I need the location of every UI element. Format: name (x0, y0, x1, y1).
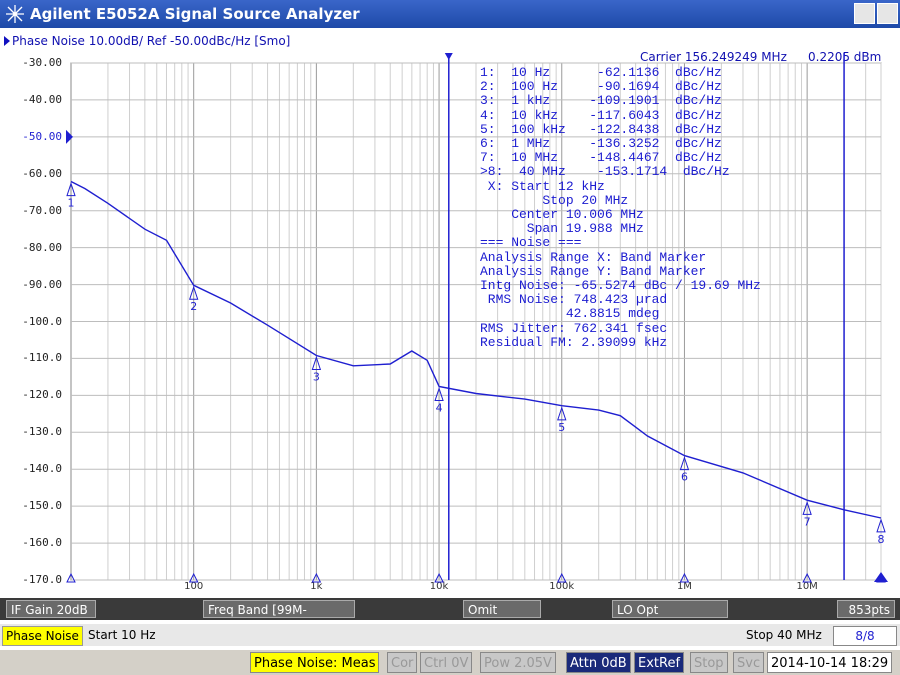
date-time: 2014-10-14 18:29 (767, 652, 893, 673)
marker-table-line: 42.8815 mdeg (480, 306, 660, 322)
marker-label: 1 (68, 197, 75, 210)
y-tick-label: -110.0 (22, 351, 62, 365)
x-tick-label: 1M (677, 581, 692, 592)
y-tick-label: -130.0 (22, 425, 62, 439)
y-tick-label: -40.00 (22, 92, 62, 106)
y-tick-label: -160.0 (22, 536, 62, 550)
y-tick-label: -150.0 (22, 499, 62, 513)
marker-triangle (66, 182, 76, 197)
if-gain-indicator[interactable]: IF Gain 20dB (6, 600, 96, 618)
marker-table-line: Center 10.006 MHz (480, 207, 644, 223)
y-tick-label: -120.0 (22, 388, 62, 402)
marker-table-line: RMS Noise: 748.423 µrad (480, 292, 668, 308)
stop-indicator[interactable]: Stop (690, 652, 728, 673)
x-tick-label: 10k (430, 581, 449, 592)
y-tick-label: -90.00 (22, 277, 62, 291)
sweep-status-row: Phase Noise Start 10 Hz Stop 40 MHz 8/8 (0, 624, 900, 646)
marker-axis-triangle (188, 572, 199, 583)
maximize-button[interactable] (877, 3, 898, 24)
window-title: Agilent E5052A Signal Source Analyzer (30, 5, 360, 23)
marker-axis-triangle (311, 572, 322, 583)
marker-triangle (311, 355, 322, 370)
cor-indicator[interactable]: Cor (387, 652, 418, 673)
trace-settings-label[interactable]: Phase Noise 10.00dB/ Ref -50.00dBc/Hz [S… (3, 34, 291, 48)
marker-triangle (876, 518, 886, 533)
marker-label: 2 (190, 300, 197, 313)
marker-table-line: 1: 10 Hz -62.1136 dBc/Hz (480, 65, 722, 80)
reference-level-arrow (66, 129, 73, 144)
marker-table-line: 6: 1 MHz -136.3252 dBc/Hz (480, 136, 722, 152)
marker-table-line: Span 19.988 MHz (480, 221, 644, 237)
marker-axis-triangle (802, 572, 812, 583)
marker-axis-triangle (556, 572, 567, 583)
marker-label: 3 (313, 370, 320, 383)
attenuation-indicator[interactable]: Attn 0dB (566, 652, 631, 673)
marker-table-line: >8: 40 MHz -153.1714 dBc/Hz (480, 164, 730, 180)
freq-band-indicator[interactable]: Freq Band [99M-1.5GHz] (203, 600, 355, 635)
measurement-mode[interactable]: Phase Noise: Meas (250, 652, 380, 673)
marker-triangle (557, 406, 567, 421)
extref-indicator[interactable]: ExtRef (634, 652, 685, 673)
marker-page-indicator[interactable]: 8/8 (833, 626, 897, 646)
marker-table-line: RMS Jitter: 762.341 fsec (480, 320, 668, 336)
marker-axis-triangle (434, 572, 444, 583)
ctrl-voltage-indicator[interactable]: Ctrl 0V (420, 652, 473, 673)
measurement-label[interactable]: Phase Noise (2, 626, 83, 646)
marker-triangle (188, 285, 199, 300)
x-tick-label: 10M (796, 581, 817, 592)
marker-axis-triangle (66, 572, 76, 583)
marker-table-line: Analysis Range X: Band Marker (480, 249, 707, 265)
marker-table-line: 5: 100 kHz -122.8438 dBc/Hz (480, 121, 722, 137)
marker-table-line: === Noise === (480, 235, 582, 251)
y-tick-label: -50.00 (22, 129, 62, 143)
y-tick-label: -80.00 (22, 240, 62, 254)
y-tick-label: -70.00 (22, 203, 62, 217)
marker-triangle (679, 456, 690, 471)
stop-frequency: Stop 40 MHz (746, 628, 822, 642)
window-titlebar: Agilent E5052A Signal Source Analyzer (0, 0, 900, 28)
marker-table-line: Intg Noise: -65.5274 dBc / 19.69 MHz (480, 278, 761, 294)
marker-table-line: Analysis Range Y: Band Marker (480, 263, 707, 279)
points-indicator[interactable]: 853pts (837, 600, 895, 618)
start-frequency: Start 10 Hz (88, 628, 156, 642)
omit-indicator[interactable]: Omit (463, 600, 541, 618)
minimize-button[interactable] (854, 3, 875, 24)
marker-table-line: 7: 10 MHz -148.4467 dBc/Hz (480, 150, 722, 166)
marker-label: 7 (804, 515, 811, 528)
lo-opt-indicator[interactable]: LO Opt [<150kHz] (612, 600, 728, 635)
y-tick-label: -60.00 (22, 166, 62, 180)
agilent-logo-icon (6, 5, 24, 23)
x-tick-label: 100k (549, 581, 574, 592)
x-tick-label: 1k (310, 581, 322, 592)
instrument-status-row: Phase Noise: Meas Cor Ctrl 0V Pow 2.05V … (0, 650, 900, 675)
marker-axis-triangle (679, 572, 690, 583)
power-voltage-indicator[interactable]: Pow 2.05V (480, 652, 556, 673)
svc-indicator[interactable]: Svc (733, 652, 765, 673)
y-tick-label: -30.00 (22, 56, 62, 69)
marker-table-line: Stop 20 MHz (480, 192, 629, 208)
band-marker-start-flag (444, 53, 453, 60)
marker-table-line: X: Start 12 kHz (480, 178, 605, 194)
stop-marker-arrow (874, 572, 888, 582)
channel-status-bar: IF Gain 20dB Freq Band [99M-1.5GHz] Omit… (0, 598, 900, 635)
marker-label: 4 (436, 402, 443, 415)
marker-label: 5 (558, 421, 565, 434)
marker-triangle (802, 500, 812, 515)
marker-table-line: Residual FM: 2.39099 kHz (480, 334, 668, 350)
phase-noise-chart[interactable]: 100 1k 10k 100k 1M 10M 1 2 3 4 5 6 7 8 (0, 0, 900, 600)
carrier-frequency-readout: Carrier 156.249249 MHz (640, 50, 787, 64)
x-tick-label: 100 (184, 581, 203, 592)
marker-label: 8 (878, 533, 885, 546)
marker-label: 6 (681, 471, 688, 484)
marker-table-line: 2: 100 Hz -90.1694 dBc/Hz (480, 79, 722, 95)
y-tick-label: -170.0 (22, 573, 62, 586)
phase-noise-trace (70, 180, 882, 519)
y-tick-label: -100.0 (22, 314, 62, 328)
marker-readout-table: 1: 10 Hz -62.1136 dBc/Hz 2: 100 Hz -90.16… (480, 65, 761, 350)
marker-table-line: 4: 10 kHz -117.6043 dBc/Hz (480, 107, 722, 123)
y-tick-label: -140.0 (22, 462, 62, 476)
marker-table-line: 3: 1 kHz -109.1901 dBc/Hz (480, 93, 722, 109)
marker-triangle (434, 386, 444, 402)
